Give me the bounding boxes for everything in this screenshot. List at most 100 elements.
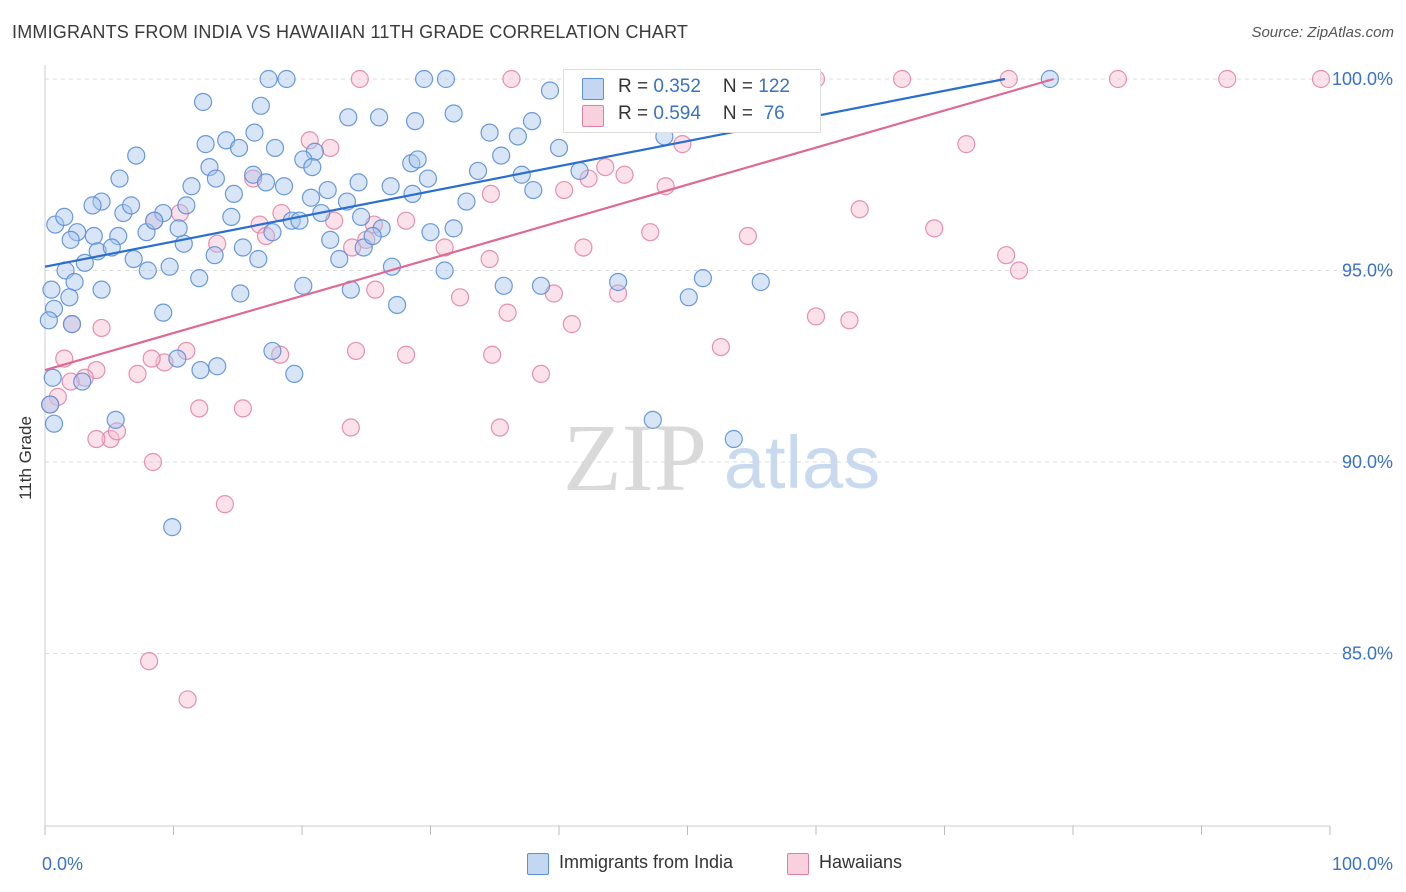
- india-point: [191, 360, 210, 380]
- hawaiian-point: [481, 184, 500, 203]
- india-point: [540, 81, 560, 100]
- india-point: [163, 518, 182, 537]
- hawaiian-point: [396, 211, 416, 230]
- hawaiian-point: [87, 429, 106, 449]
- india-point: [73, 372, 92, 391]
- india-point: [190, 269, 209, 288]
- hawaiian-trendline: [44, 77, 1055, 372]
- hawaiian-point: [925, 219, 944, 238]
- axes: [44, 65, 1331, 835]
- india-point: [405, 112, 425, 131]
- india-point: [492, 146, 511, 165]
- hawaiian-point: [435, 238, 454, 257]
- y-tick-label: 95.0%: [1342, 261, 1393, 281]
- india-point: [263, 341, 282, 361]
- india-point: [61, 230, 80, 249]
- hawaiian-point: [615, 165, 634, 184]
- india-point: [200, 157, 219, 177]
- india-point: [524, 180, 543, 200]
- india-r-label: R =: [618, 76, 654, 97]
- india-point: [121, 196, 141, 215]
- y-tick-label: 100.0%: [1332, 69, 1393, 89]
- india-point: [522, 112, 542, 131]
- hawaiian-point: [850, 200, 869, 219]
- hawaiian-point: [350, 69, 369, 89]
- hawaiian-point: [840, 311, 859, 330]
- india-point: [44, 414, 64, 433]
- india-point: [370, 108, 389, 127]
- chart-title: IMMIGRANTS FROM INDIA VS HAWAIIAN 11TH G…: [12, 22, 689, 42]
- hawaiian-r-value: 0.594: [653, 103, 701, 124]
- hawaiian-point: [143, 452, 163, 472]
- y-tick-label: 90.0%: [1342, 452, 1393, 472]
- india-point: [263, 223, 282, 242]
- gridlines: [45, 78, 1392, 654]
- india-point: [205, 246, 224, 265]
- india-point: [693, 269, 713, 288]
- india-point: [435, 261, 454, 280]
- india-point: [41, 395, 60, 414]
- india-swatch: [582, 78, 604, 100]
- hawaiian-point: [502, 69, 521, 89]
- hawaiian-point: [997, 246, 1016, 265]
- hawaiian-point: [92, 318, 111, 338]
- india-point: [444, 219, 463, 238]
- source-credit: Source: ZipAtlas.com: [1251, 24, 1394, 41]
- hawaiian-point: [233, 399, 252, 418]
- hawaiian-point: [300, 131, 319, 150]
- india-point: [256, 173, 276, 192]
- india-point: [387, 295, 407, 315]
- y-axis-label: 11th Grade: [16, 416, 35, 500]
- hawaiian-point: [555, 180, 574, 200]
- x-tick-label-max: 100.0%: [1332, 854, 1393, 874]
- hawaiian-point: [128, 364, 147, 384]
- india-point: [549, 138, 569, 158]
- hawaiian-point: [215, 495, 234, 514]
- india-point: [352, 207, 371, 226]
- india-point: [169, 219, 188, 238]
- legend-hawaiian-swatch: [787, 853, 809, 875]
- watermark-zip: ZIP: [563, 404, 707, 511]
- india-point: [414, 69, 434, 89]
- india-point: [233, 238, 252, 257]
- y-tick-label: 85.0%: [1342, 644, 1393, 664]
- india-point: [418, 169, 438, 188]
- india-point: [457, 192, 476, 211]
- india-point: [182, 177, 201, 196]
- india-points: [39, 69, 1059, 537]
- hawaiian-n-label: N =: [722, 103, 759, 124]
- hawaiian-point: [498, 303, 517, 322]
- india-point: [206, 169, 226, 188]
- tick-labels: 85.0% 90.0% 95.0% 100.0% 0.0% 100.0%: [42, 69, 1393, 874]
- legend-india-swatch: [527, 853, 549, 875]
- hawaiian-points: [41, 69, 1331, 709]
- india-point: [303, 157, 322, 177]
- legend-row-hawaiian: R = 0.594 N = 76: [582, 102, 785, 128]
- india-point: [363, 226, 382, 246]
- hawaiian-swatch: [582, 105, 604, 127]
- india-point: [84, 226, 103, 246]
- legend-india-label: Immigrants from India: [559, 852, 734, 872]
- india-point: [285, 364, 304, 384]
- india-point: [114, 203, 133, 223]
- india-point: [106, 410, 125, 429]
- india-point: [609, 272, 628, 292]
- india-point: [231, 284, 250, 303]
- india-point: [245, 123, 264, 142]
- india-point: [60, 288, 79, 307]
- hawaiian-point: [738, 226, 757, 246]
- legend-hawaiian-label: Hawaiians: [819, 852, 903, 872]
- india-point: [294, 276, 313, 295]
- india-point: [444, 104, 463, 123]
- india-point: [42, 280, 61, 299]
- india-point: [531, 276, 551, 295]
- india-point: [43, 368, 62, 387]
- india-point: [62, 315, 82, 334]
- india-point: [124, 249, 143, 269]
- hawaiian-point: [1218, 69, 1237, 89]
- india-point: [679, 288, 698, 307]
- hawaiian-point: [346, 341, 366, 361]
- india-point: [154, 303, 173, 322]
- india-point: [127, 146, 146, 165]
